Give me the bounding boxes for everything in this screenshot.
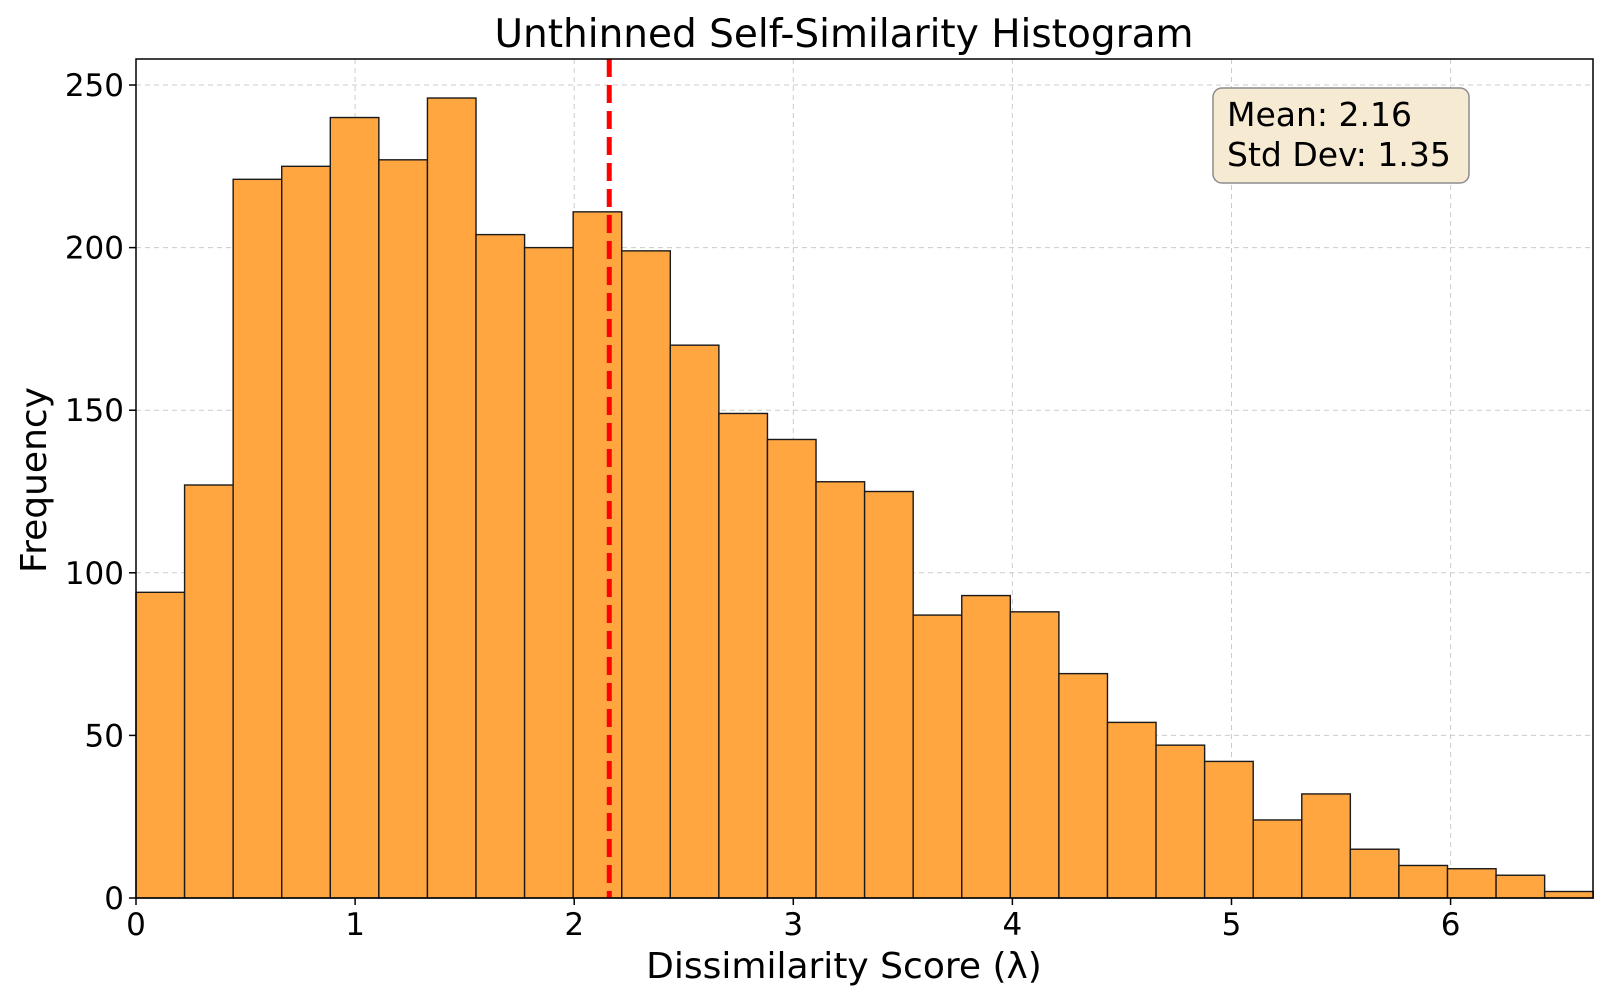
x-tick-label: 0 — [126, 907, 146, 943]
histogram-bar — [912, 614, 963, 899]
histogram-bar — [1349, 848, 1400, 899]
histogram-bar — [281, 165, 331, 899]
histogram-bar — [1106, 721, 1157, 899]
histogram-bar — [232, 178, 283, 899]
x-axis-ticks: 0 1 2 3 4 5 6 — [126, 898, 1460, 943]
histogram-bar — [426, 97, 477, 899]
histogram-bar — [669, 344, 720, 899]
histogram-bar — [572, 211, 623, 899]
y-tick-label: 100 — [65, 556, 124, 592]
histogram-bar — [329, 116, 380, 899]
histogram-bar — [1495, 874, 1546, 899]
y-tick-label: 150 — [65, 393, 124, 429]
histogram-bar — [1155, 744, 1206, 899]
x-tick-label: 3 — [783, 907, 803, 943]
y-tick-label: 200 — [65, 231, 124, 267]
histogram-bar — [475, 233, 526, 899]
x-axis-title: Dissimilarity Score (λ) — [646, 946, 1042, 987]
x-tick-label: 5 — [1222, 907, 1242, 943]
histogram-bar — [378, 159, 429, 899]
chart-title: Unthinned Self-Similarity Histogram — [494, 12, 1193, 57]
y-tick-label: 50 — [85, 718, 124, 754]
histogram-bar — [863, 490, 914, 899]
histogram-bar — [1301, 793, 1352, 899]
histogram-bar — [1446, 868, 1497, 899]
histogram-bar — [135, 591, 186, 899]
stats-box: Mean: 2.16 Std Dev: 1.35 — [1212, 87, 1470, 184]
histogram-bar — [1398, 864, 1449, 899]
x-tick-label: 1 — [345, 907, 365, 943]
bars — [135, 97, 1594, 899]
histogram-bar — [1058, 672, 1109, 899]
histogram-bar — [183, 484, 234, 899]
y-tick-label: 250 — [65, 68, 124, 104]
stats-box-background — [1212, 87, 1470, 184]
y-tick-label: 0 — [104, 881, 124, 917]
histogram-bar — [815, 481, 866, 899]
stats-mean: Mean: 2.16 — [1227, 95, 1412, 134]
y-axis-ticks: 0 50 100 150 200 250 — [65, 68, 136, 917]
histogram-bar — [523, 246, 574, 899]
histogram-bar — [766, 438, 817, 899]
x-tick-label: 4 — [1003, 907, 1023, 943]
plot-frame — [135, 58, 1594, 899]
histogram-bar — [718, 412, 769, 899]
y-axis-title: Frequency — [14, 387, 55, 573]
histogram-bar — [1252, 819, 1303, 899]
histogram-bar — [1009, 611, 1060, 899]
stats-std: Std Dev: 1.35 — [1227, 135, 1451, 174]
histogram-bar — [621, 250, 672, 899]
histogram-bar — [1543, 890, 1594, 899]
x-tick-label: 6 — [1441, 907, 1461, 943]
histogram-bar — [961, 594, 1012, 899]
x-tick-label: 2 — [564, 907, 584, 943]
histogram-bar — [1203, 760, 1254, 899]
